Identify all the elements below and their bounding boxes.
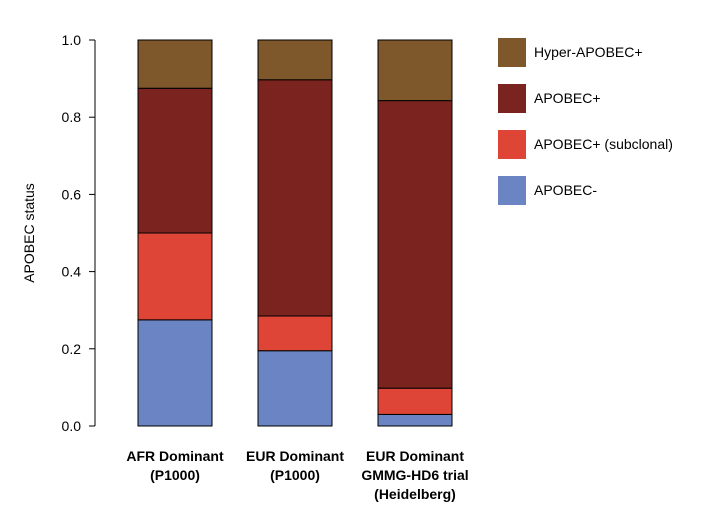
bar-segment	[257, 39, 333, 81]
x-tick-label: EUR Dominant	[366, 448, 464, 464]
bar-segment	[257, 315, 333, 352]
x-axis-labels: AFR Dominant (P1000) EUR Dominant (P1000) EU…	[126, 448, 468, 502]
bar-segment	[377, 413, 453, 427]
y-tick-label: 0.6	[62, 186, 82, 202]
y-tick-label: 0.2	[62, 341, 82, 357]
bars	[137, 39, 453, 427]
legend-swatch	[498, 84, 526, 113]
y-tick-label: 0.4	[62, 264, 82, 280]
legend-label: APOBEC+ (subclonal)	[534, 136, 673, 152]
bar-segment	[377, 39, 453, 102]
x-tick-label: (P1000)	[270, 467, 320, 483]
bar-segment	[377, 387, 453, 415]
legend-label: APOBEC-	[534, 182, 598, 198]
x-tick-label: (P1000)	[150, 467, 200, 483]
bar-segment	[377, 100, 453, 389]
bar-segment	[257, 350, 333, 427]
x-tick-label: (Heidelberg)	[374, 486, 456, 502]
x-tick-label: AFR Dominant	[126, 448, 224, 464]
y-tick-label: 0.8	[62, 109, 82, 125]
legend-swatch	[498, 130, 526, 159]
bar-segment	[137, 87, 213, 234]
y-axis-label: APOBEC status	[21, 183, 37, 283]
legend-label: Hyper-APOBEC+	[534, 44, 643, 60]
bar-segment	[137, 232, 213, 321]
legend-swatch	[498, 176, 526, 205]
y-tick-label: 0.0	[62, 418, 82, 434]
y-axis: 0.0 0.2 0.4 0.6 0.8 1.0	[62, 32, 96, 434]
x-tick-label: GMMG-HD6 trial	[361, 467, 468, 483]
legend-swatch	[498, 38, 526, 67]
x-tick-label: EUR Dominant	[246, 448, 344, 464]
legend-label: APOBEC+	[534, 90, 601, 106]
bar-segment	[257, 79, 333, 317]
bar-segment	[137, 319, 213, 427]
bar-segment	[137, 39, 213, 89]
y-tick-label: 1.0	[62, 32, 82, 48]
